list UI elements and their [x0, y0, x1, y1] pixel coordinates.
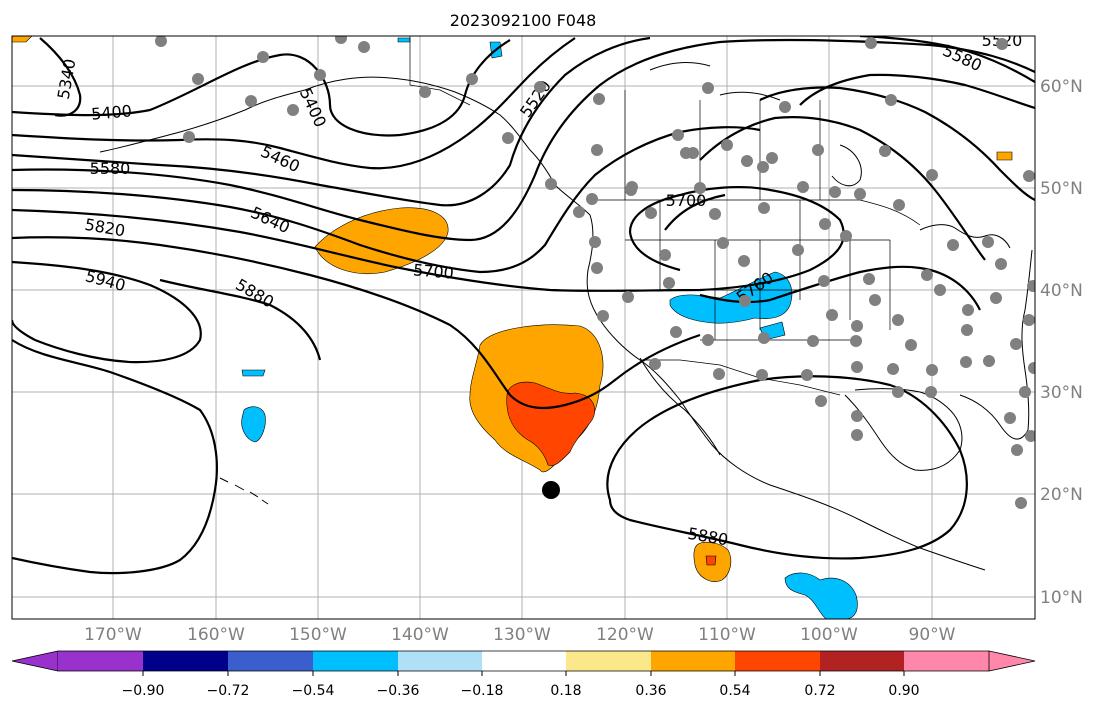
- anomaly-orange-hudson: [996, 151, 1013, 161]
- contour-label: 5700: [412, 260, 454, 282]
- longitude-tick-label: 120°W: [596, 625, 654, 645]
- longitude-tick-label: 150°W: [289, 625, 347, 645]
- longitude-tick-label: 90°W: [909, 625, 956, 645]
- coastline-alaska-aleutians: [99, 76, 556, 186]
- map-frame: [11, 35, 1036, 620]
- anomaly-blue-hawaii: [241, 406, 266, 443]
- contour-5880-outer: [159, 278, 322, 361]
- anomaly-red-mexico-coast: [705, 555, 717, 566]
- colorbar-segment: [820, 651, 904, 671]
- colorbar-extend-min: [11, 650, 59, 672]
- coastlines: [99, 62, 1033, 571]
- contour-5880-mexico: [606, 375, 968, 560]
- colorbar-tick-label: 0.18: [550, 683, 581, 699]
- colorbar-segment: [651, 651, 735, 671]
- contour-5880: [12, 339, 218, 575]
- longitude-tick-label: 160°W: [187, 625, 245, 645]
- colorbar-tick-label: −0.90: [122, 683, 165, 699]
- contour-5820: [12, 236, 701, 410]
- colorbar-segment: [143, 651, 228, 671]
- political-boundaries: [409, 36, 921, 396]
- anomaly-blue-small-pacific: [241, 369, 266, 377]
- contour-5940: [12, 260, 202, 364]
- colorbar-tick-label: −0.18: [461, 683, 504, 699]
- contour-5580-ne: [859, 36, 1035, 83]
- anomaly-blue-alaska-b: [397, 37, 411, 43]
- coastline-atlantic-east: [1021, 249, 1033, 431]
- contour-5640: [12, 126, 761, 274]
- latitude-tick-label: 60°N: [1040, 77, 1083, 97]
- colorbar-segment: [313, 651, 398, 671]
- latitude-tick-label: 40°N: [1040, 281, 1083, 301]
- colorbar-extend-max: [988, 650, 1036, 672]
- contour-5760-ne: [699, 116, 986, 261]
- station-markers: [155, 36, 1035, 509]
- colorbar-segment: [398, 651, 482, 671]
- map-title: 2023092100 F048: [450, 11, 597, 30]
- colorbar-segment: [735, 651, 820, 671]
- boundary-canadian-provinces: [624, 90, 821, 200]
- colorbar-segment: [904, 651, 989, 671]
- anomaly-blue-southwest: [669, 271, 793, 324]
- anomaly-blue-central-america: [784, 572, 858, 619]
- boundary-us-canada: [590, 199, 921, 226]
- latitude-tick-label: 30°N: [1040, 383, 1083, 403]
- colorbar-segment: [58, 651, 143, 671]
- longitude-axis: 170°W 160°W 150°W 140°W 130°W 120°W 110°…: [84, 625, 956, 645]
- colorbar-segment: [482, 651, 566, 671]
- colorbar-tick-label: 0.54: [719, 683, 750, 699]
- colorbar-tick-label: −0.36: [377, 683, 420, 699]
- coastline-canadian-islands: [649, 62, 781, 101]
- contour-5460: [12, 37, 576, 170]
- coastline-baja-peninsula: [639, 357, 721, 456]
- boundary-us-mexico: [640, 359, 841, 396]
- contour-5400: [12, 39, 511, 137]
- coastline-great-lakes: [919, 224, 1011, 249]
- coastline-hudson-bay: [831, 144, 862, 187]
- contour-label: 5700: [666, 191, 707, 210]
- anomaly-orange-corner: [12, 36, 33, 43]
- contour-5580: [12, 38, 1035, 242]
- contour-label: 5400: [90, 101, 132, 123]
- contour-5700: [12, 186, 845, 292]
- contour-5700-ne: [759, 86, 1035, 201]
- coastline-florida: [959, 394, 1029, 440]
- graticule: [12, 36, 1035, 619]
- contour-label: 5580: [90, 159, 131, 178]
- storm-position-marker: [542, 481, 560, 499]
- coastline-pacific-nw: [554, 184, 986, 571]
- colorbar-segment: [566, 651, 651, 671]
- longitude-tick-label: 100°W: [800, 625, 858, 645]
- longitude-tick-label: 110°W: [698, 625, 756, 645]
- colorbar-tick-label: 0.90: [888, 683, 919, 699]
- colorbar-tick-label: 0.72: [804, 683, 835, 699]
- colorbar-tick-label: 0.36: [635, 683, 666, 699]
- coastline-hawaii: [219, 477, 269, 505]
- map-panel: 5340 5400 5460 5520 5580 5580 5640 5700 …: [12, 36, 1035, 619]
- colorbar-tick-label: −0.72: [207, 683, 250, 699]
- colorbar-segment: [228, 651, 313, 671]
- longitude-tick-label: 130°W: [493, 625, 551, 645]
- contour-5820-ne: [664, 193, 726, 231]
- contour-5640-ne: [799, 73, 1035, 110]
- latitude-tick-label: 20°N: [1040, 485, 1083, 505]
- longitude-tick-label: 170°W: [84, 625, 142, 645]
- colorbar-tick-label: −0.54: [292, 683, 335, 699]
- colorbar: −0.90 −0.72 −0.54 −0.36 −0.18 0.18 0.36 …: [11, 650, 1036, 699]
- latitude-tick-label: 10°N: [1040, 588, 1083, 608]
- latitude-axis: 60°N 50°N 40°N 30°N 20°N 10°N: [1040, 77, 1083, 608]
- longitude-tick-label: 140°W: [391, 625, 449, 645]
- height-contours: [12, 36, 1035, 575]
- contour-5520: [12, 36, 651, 207]
- latitude-tick-label: 50°N: [1040, 179, 1083, 199]
